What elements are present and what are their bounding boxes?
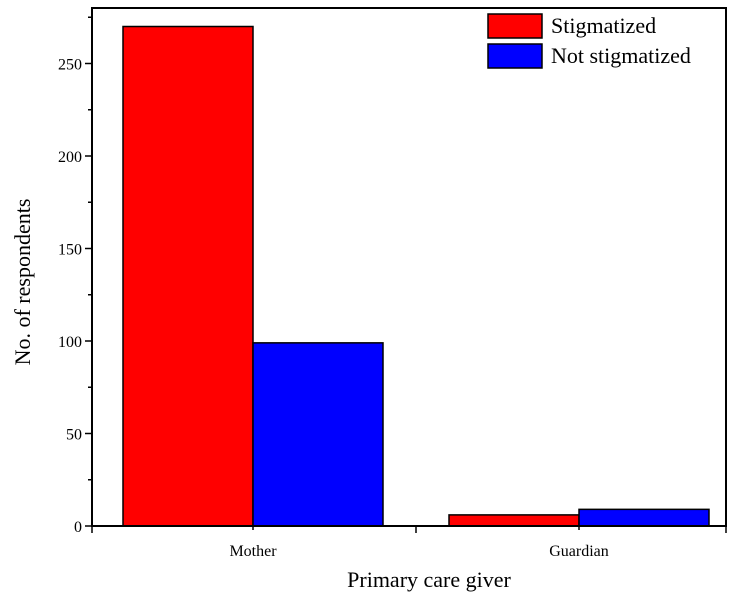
bar-stigmatized-guardian bbox=[448, 514, 580, 527]
y-axis-ticks: 0 50 100 150 200 250 bbox=[58, 16, 92, 536]
legend-swatch-not-stigmatized bbox=[487, 43, 543, 69]
x-axis-title: Primary care giver bbox=[347, 567, 511, 592]
bar-not-stigmatized-guardian bbox=[578, 508, 710, 527]
y-tick-label: 50 bbox=[66, 427, 82, 444]
y-tick-label: 150 bbox=[58, 242, 82, 259]
x-tick-label-mother: Mother bbox=[229, 543, 277, 560]
x-axis-ticks: Mother Guardian bbox=[91, 526, 727, 560]
x-tick-label-guardian: Guardian bbox=[549, 543, 609, 560]
legend-swatch-stigmatized bbox=[487, 13, 543, 39]
axes-layer bbox=[91, 7, 727, 527]
y-axis-title: No. of respondents bbox=[10, 199, 35, 366]
legend-label-not-stigmatized: Not stigmatized bbox=[551, 43, 691, 68]
plot-frame bbox=[91, 7, 727, 527]
y-tick-label: 100 bbox=[58, 334, 82, 351]
y-tick-label: 200 bbox=[58, 149, 82, 166]
bar-not-stigmatized-mother bbox=[252, 342, 384, 527]
bars-layer bbox=[122, 25, 710, 527]
legend-label-stigmatized: Stigmatized bbox=[551, 13, 656, 38]
legend: Stigmatized Not stigmatized bbox=[487, 13, 691, 69]
bar-stigmatized-mother bbox=[122, 25, 254, 527]
y-tick-label: 0 bbox=[74, 519, 82, 536]
y-tick-label: 250 bbox=[58, 57, 82, 74]
